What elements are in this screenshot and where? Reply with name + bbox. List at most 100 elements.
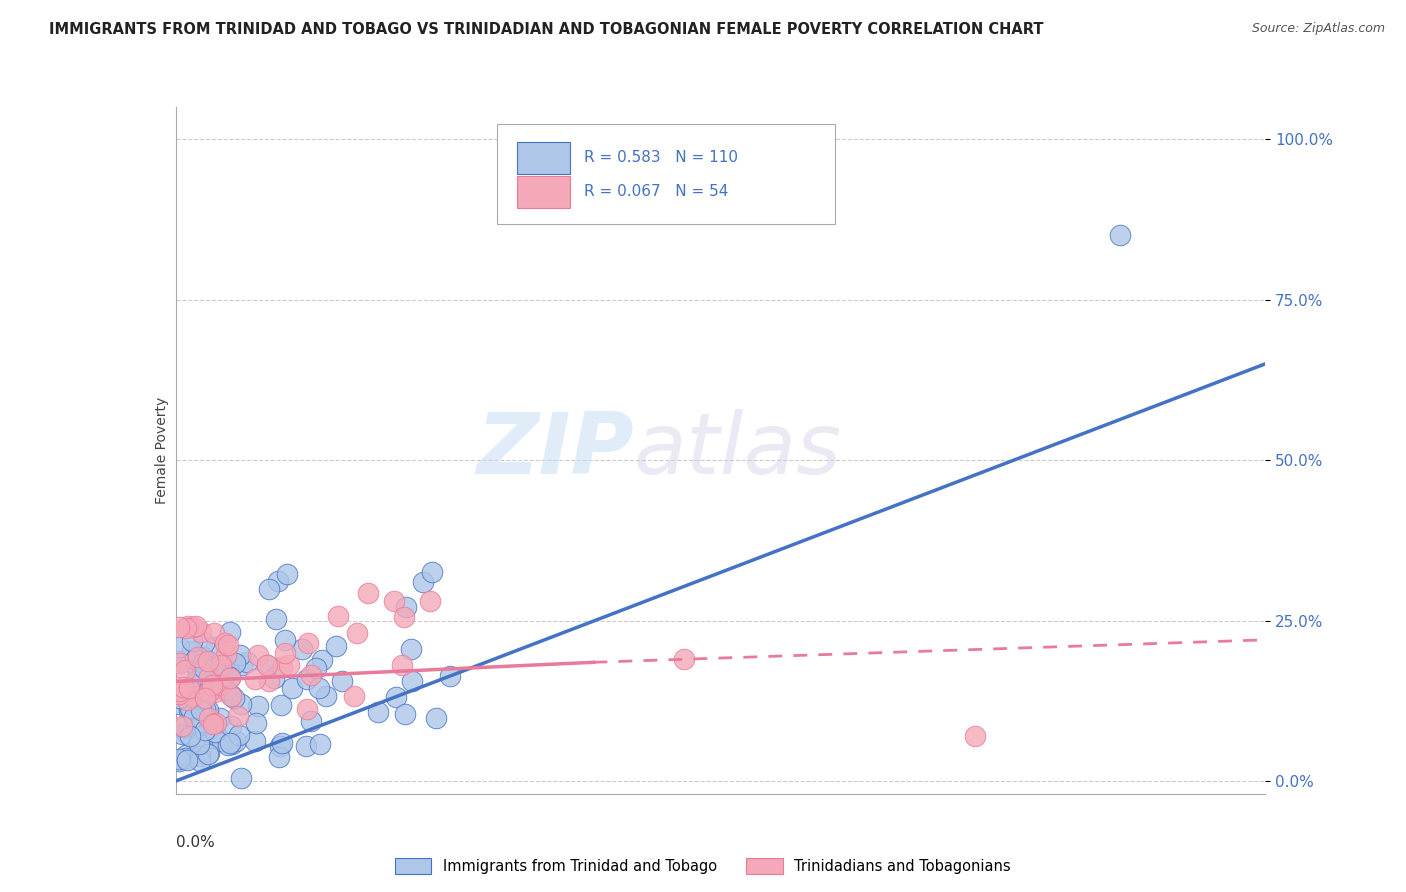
Point bbox=[401, 673, 423, 688]
Point bbox=[299, 714, 322, 729]
Point bbox=[198, 670, 221, 684]
Point bbox=[281, 681, 304, 695]
FancyBboxPatch shape bbox=[517, 142, 571, 174]
Text: 0.0%: 0.0% bbox=[176, 835, 215, 850]
Point bbox=[246, 698, 269, 713]
Point bbox=[305, 661, 328, 675]
Point bbox=[172, 680, 194, 694]
Point bbox=[202, 626, 225, 640]
Point bbox=[219, 719, 242, 733]
Point bbox=[169, 687, 191, 701]
Point bbox=[219, 689, 242, 703]
Point bbox=[277, 657, 299, 672]
Point bbox=[209, 678, 232, 692]
Point bbox=[180, 633, 202, 648]
Point bbox=[181, 690, 204, 704]
Point bbox=[194, 681, 217, 696]
Point bbox=[295, 739, 318, 753]
Point bbox=[256, 658, 278, 673]
Text: IMMIGRANTS FROM TRINIDAD AND TOBAGO VS TRINIDADIAN AND TOBAGONIAN FEMALE POVERTY: IMMIGRANTS FROM TRINIDAD AND TOBAGO VS T… bbox=[49, 22, 1043, 37]
Point bbox=[357, 585, 380, 599]
Point bbox=[194, 702, 217, 716]
Point bbox=[197, 747, 219, 761]
Point bbox=[198, 747, 221, 761]
Point bbox=[214, 635, 236, 649]
Point bbox=[367, 705, 389, 719]
Point bbox=[231, 657, 253, 672]
Point bbox=[179, 701, 201, 715]
Point bbox=[197, 684, 219, 698]
Point bbox=[194, 690, 217, 704]
Point bbox=[176, 727, 198, 741]
Point bbox=[276, 566, 298, 581]
Point bbox=[191, 667, 214, 681]
Point bbox=[218, 670, 240, 684]
Point bbox=[385, 690, 408, 704]
Text: R = 0.583   N = 110: R = 0.583 N = 110 bbox=[585, 150, 738, 165]
Legend: Immigrants from Trinidad and Tobago, Trinidadians and Tobagonians: Immigrants from Trinidad and Tobago, Tri… bbox=[389, 852, 1017, 880]
Point bbox=[174, 750, 197, 764]
Point bbox=[267, 574, 290, 588]
Point bbox=[274, 646, 297, 660]
Point bbox=[200, 674, 222, 689]
Point bbox=[218, 624, 240, 639]
Point bbox=[177, 619, 200, 633]
Point bbox=[325, 639, 347, 653]
Point bbox=[170, 718, 193, 732]
Text: ZIP: ZIP bbox=[475, 409, 633, 492]
Point bbox=[245, 716, 267, 731]
Point bbox=[184, 722, 207, 736]
Point bbox=[179, 703, 201, 717]
Point bbox=[201, 716, 224, 731]
Point bbox=[169, 683, 191, 698]
Point bbox=[190, 667, 212, 681]
Point bbox=[197, 703, 219, 717]
Point bbox=[197, 685, 219, 699]
Point bbox=[394, 706, 416, 721]
Point bbox=[394, 610, 416, 624]
Point bbox=[391, 657, 413, 672]
Point bbox=[246, 648, 269, 663]
Point bbox=[211, 734, 233, 748]
Point bbox=[174, 747, 197, 762]
Point bbox=[673, 652, 696, 666]
Point bbox=[183, 651, 205, 665]
Point bbox=[193, 650, 215, 665]
Point bbox=[204, 725, 226, 739]
Point bbox=[225, 734, 247, 748]
Point bbox=[195, 711, 218, 725]
Point bbox=[270, 698, 292, 713]
Point bbox=[212, 659, 235, 673]
Point bbox=[176, 693, 198, 707]
Point bbox=[271, 736, 294, 750]
Point bbox=[188, 734, 211, 748]
Point bbox=[257, 673, 280, 688]
Point bbox=[188, 737, 211, 751]
Point bbox=[194, 690, 217, 705]
Point bbox=[269, 739, 291, 753]
Point bbox=[419, 594, 441, 608]
Point bbox=[219, 735, 242, 749]
Point bbox=[217, 638, 239, 652]
Y-axis label: Female Poverty: Female Poverty bbox=[155, 397, 169, 504]
Point bbox=[190, 703, 212, 717]
Text: Source: ZipAtlas.com: Source: ZipAtlas.com bbox=[1251, 22, 1385, 36]
Point bbox=[186, 650, 208, 665]
Point bbox=[169, 697, 191, 711]
Point bbox=[188, 749, 211, 764]
Point bbox=[1109, 228, 1132, 243]
Point bbox=[382, 594, 405, 608]
Point bbox=[169, 656, 191, 670]
Point bbox=[170, 727, 193, 741]
Point bbox=[197, 684, 219, 698]
Point bbox=[219, 688, 242, 702]
Point bbox=[169, 654, 191, 668]
Point bbox=[205, 716, 228, 731]
FancyBboxPatch shape bbox=[517, 177, 571, 208]
Point bbox=[219, 671, 242, 685]
Point bbox=[311, 653, 333, 667]
Point bbox=[343, 690, 366, 704]
Point bbox=[177, 681, 200, 695]
Point bbox=[173, 721, 195, 735]
Point bbox=[183, 710, 205, 724]
